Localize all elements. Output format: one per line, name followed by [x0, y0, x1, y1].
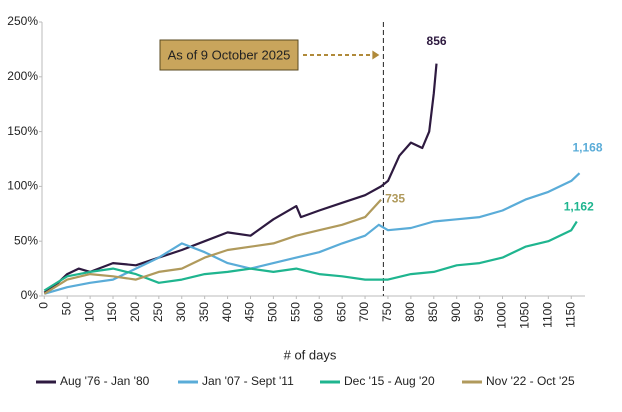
- x-tick-label: 850: [426, 302, 440, 322]
- arrow-head: [372, 50, 380, 60]
- end-label: 856: [427, 34, 447, 48]
- x-tick-label: 650: [334, 302, 348, 322]
- annotation-box: [159, 39, 299, 71]
- series-line: [43, 198, 382, 295]
- legend-label: Jan '07 - Sept '11: [202, 374, 294, 388]
- legend-label: Nov '22 - Oct '25: [486, 374, 575, 388]
- y-tick-label: 200%: [7, 69, 38, 83]
- x-tick-label: 250: [151, 302, 165, 322]
- legend-label: Aug '76 - Jan '80: [60, 374, 150, 388]
- x-tick-label: 1050: [518, 302, 532, 329]
- series-line: [43, 63, 438, 294]
- x-tick-label: 950: [472, 302, 486, 322]
- x-tick-label: 550: [288, 302, 302, 322]
- x-tick-label: 900: [449, 302, 463, 322]
- series-line: [43, 220, 578, 292]
- x-tick-label: 400: [220, 302, 234, 322]
- end-label: 1,168: [572, 140, 602, 154]
- x-tick-label: 200: [128, 302, 142, 322]
- x-tick-label: 150: [105, 302, 119, 322]
- x-tick-label: 800: [403, 302, 417, 322]
- x-tick-label: 100: [82, 302, 96, 322]
- x-tick-label: 1000: [495, 302, 509, 329]
- y-tick-label: 100%: [7, 179, 38, 193]
- x-tick-label: 450: [243, 302, 257, 322]
- legend-label: Dec '15 - Aug '20: [344, 374, 435, 388]
- x-axis-label: # of days: [284, 347, 337, 362]
- x-tick-label: 350: [197, 302, 211, 322]
- x-tick-label: 700: [357, 302, 371, 322]
- end-label: 1,162: [564, 200, 594, 214]
- y-tick-label: 250%: [7, 14, 38, 28]
- series-line: [43, 172, 581, 295]
- x-tick-label: 300: [174, 302, 188, 322]
- x-tick-label: 50: [59, 302, 73, 316]
- x-tick-label: 0: [36, 302, 50, 309]
- end-label: 735: [385, 192, 405, 206]
- x-tick-label: 1100: [541, 302, 555, 328]
- annotation-text: As of 9 October 2025: [168, 47, 291, 62]
- x-tick-label: 600: [311, 302, 325, 322]
- x-tick-label: 500: [266, 302, 280, 322]
- y-tick-label: 50%: [14, 233, 38, 247]
- x-tick-label: 1150: [563, 302, 577, 328]
- y-tick-label: 150%: [7, 124, 38, 138]
- x-tick-label: 750: [380, 302, 394, 322]
- y-tick-label: 0%: [21, 288, 39, 302]
